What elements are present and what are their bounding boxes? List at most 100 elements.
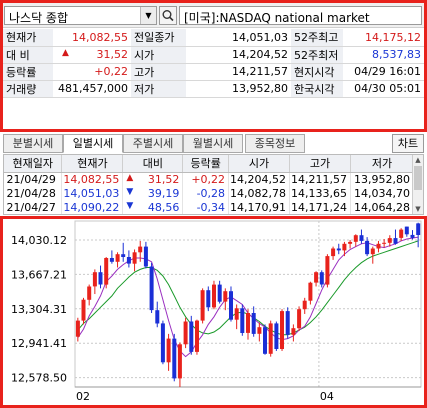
symbol-name: 나스닥 종합 — [9, 11, 69, 25]
column-header[interactable]: 시가 — [228, 155, 290, 173]
candle-body — [223, 291, 228, 302]
candle-body — [404, 226, 409, 235]
info-label: 52주최저 — [291, 46, 343, 64]
info-label: 52주최고 — [291, 29, 343, 47]
column-header[interactable]: 대비 — [122, 155, 184, 173]
info-value: 481,457,000 — [53, 80, 131, 98]
info-row: 등락률 +0,22 고가 14,211,57 현지시각 04/29 16:01 — [3, 63, 424, 81]
candle-body — [336, 248, 341, 251]
candle-body — [353, 235, 358, 242]
candle-body — [206, 290, 211, 308]
search-icon — [162, 10, 174, 22]
y-tick-label: 12,578.50 — [11, 372, 67, 385]
rate-cell: +0,87 — [183, 214, 229, 215]
candle-body — [166, 338, 171, 363]
info-value: 13,952,80 — [186, 80, 291, 98]
table-row[interactable]: 21/04/2614,138,78▲121,97+0,8714,052,3814… — [4, 214, 414, 215]
info-value: 14,175,12 — [343, 29, 424, 47]
candle-body — [149, 266, 154, 311]
change-value: 121,97 — [141, 215, 180, 216]
column-header[interactable]: 등락률 — [182, 155, 230, 173]
close-cell: 14,090,22 — [61, 200, 124, 214]
candle-body — [212, 284, 216, 308]
table-row[interactable]: 21/04/28 14,051,03 ▼ 39,19 -0,28 14,082,78 14,… — [4, 186, 415, 200]
column-header[interactable]: 현재가 — [61, 155, 124, 173]
info-label: 거래량 — [3, 80, 53, 98]
candle-body — [81, 299, 86, 321]
tab-1[interactable]: 분별시세 — [3, 134, 63, 153]
candle-body — [104, 258, 109, 285]
info-row: 거래량 481,457,000 저가 13,952,80 한국시각 04/30 05:01 — [3, 80, 424, 98]
market-name: [미국]:NASDAQ national market — [184, 11, 370, 25]
tab-3[interactable]: 주별시세 — [123, 134, 183, 153]
vertical-scrollbar[interactable]: ▲ ▼ — [412, 155, 423, 214]
date-cell: 21/04/29 — [4, 172, 63, 186]
chart-button[interactable]: 차트 — [392, 134, 424, 153]
tab-bar: 차트 분별시세 일별시세 주별시세 월별시세 종목정보 — [3, 134, 424, 154]
table-row[interactable]: 21/04/29 14,082,55 ▲ 31,52 +0,22 14,204,52 14,… — [4, 172, 415, 186]
rate-cell: -0,28 — [182, 186, 230, 200]
symbol-select[interactable]: 나스닥 종합 ▼ — [4, 6, 157, 25]
candle-body — [348, 241, 353, 244]
change-cell: ▼ 39,19 — [122, 186, 184, 200]
candle-body — [387, 238, 392, 243]
candle-body — [302, 300, 307, 310]
info-row: 현재가 14,082,55 전일종가 14,051,03 52주최고 14,175,12 — [3, 29, 424, 47]
candle-body — [319, 272, 324, 285]
candle-body — [143, 246, 148, 267]
candle-body — [399, 229, 404, 238]
change-cell: ▲ 121,97 — [123, 214, 183, 215]
up-arrow-icon: ▲ — [126, 215, 133, 216]
candle-body — [132, 252, 137, 264]
info-number: 31,52 — [96, 48, 129, 61]
candle-body — [234, 308, 239, 320]
column-header[interactable]: 현재일자 — [4, 155, 63, 173]
low-cell: 14,034,70 — [350, 186, 415, 200]
candle-body — [280, 311, 284, 349]
candle-body — [376, 243, 381, 249]
candle-body — [75, 320, 80, 337]
up-arrow-icon: ▲ — [126, 172, 134, 183]
open-cell: 14,082,78 — [228, 186, 290, 200]
y-tick-label: 12,941.41 — [11, 337, 67, 350]
scroll-thumb[interactable] — [414, 166, 422, 190]
candle-body — [172, 338, 177, 379]
daily-price-table: 현재일자 현재가 대비 등락률 시가 고가 저가 21/04/29 14,082,55 ▲ 31,… — [3, 154, 424, 215]
info-value: 14,051,03 — [186, 29, 291, 47]
change-cell: ▼ 48,56 — [122, 200, 184, 214]
candle-body — [325, 256, 330, 285]
info-label: 등락률 — [3, 63, 53, 81]
candle-body — [126, 257, 131, 264]
column-header[interactable]: 저가 — [350, 155, 415, 173]
column-header[interactable]: 고가 — [289, 155, 351, 173]
info-label: 저가 — [131, 80, 186, 98]
candle-body — [251, 313, 256, 334]
search-button[interactable] — [159, 6, 177, 25]
y-tick-label: 13,304.31 — [11, 303, 67, 316]
candle-body — [297, 309, 302, 329]
info-label: 전일종가 — [131, 29, 186, 47]
candle-body — [87, 286, 92, 300]
change-value: 31,52 — [147, 172, 180, 186]
candle-body — [115, 254, 120, 262]
change-cell: ▲ 31,52 — [122, 172, 184, 186]
table-row[interactable]: 21/04/27 14,090,22 ▼ 48,56 -0,34 14,170,91 14,… — [4, 200, 415, 214]
info-number: 481,457,000 — [58, 82, 128, 95]
tab-2[interactable]: 일별시세 — [63, 134, 123, 153]
info-row: 대 비 ▲ 31,52 시가 14,204,52 52주최저 8,537,83 — [3, 46, 424, 64]
scroll-down-icon[interactable]: ▼ — [415, 205, 421, 213]
scroll-up-icon[interactable]: ▲ — [415, 156, 421, 164]
market-field: [미국]:NASDAQ national market — [179, 6, 422, 25]
candle-body — [155, 310, 160, 324]
tab-4[interactable]: 월별시세 — [183, 134, 243, 153]
open-cell: 14,052,38 — [229, 214, 290, 215]
low-cell: 13,952,80 — [350, 172, 415, 186]
chevron-down-icon[interactable]: ▼ — [140, 7, 156, 24]
candlestick-chart: 14,030.12 13,667.21 13,304.31 12,941.41 12,5… — [11, 220, 422, 403]
candle-body — [246, 313, 250, 333]
candle-body — [240, 308, 245, 333]
candle-body — [257, 327, 262, 334]
tab-5[interactable]: 종목정보 — [245, 134, 305, 153]
date-cell: 21/04/27 — [4, 200, 63, 214]
candle-body — [160, 323, 165, 363]
